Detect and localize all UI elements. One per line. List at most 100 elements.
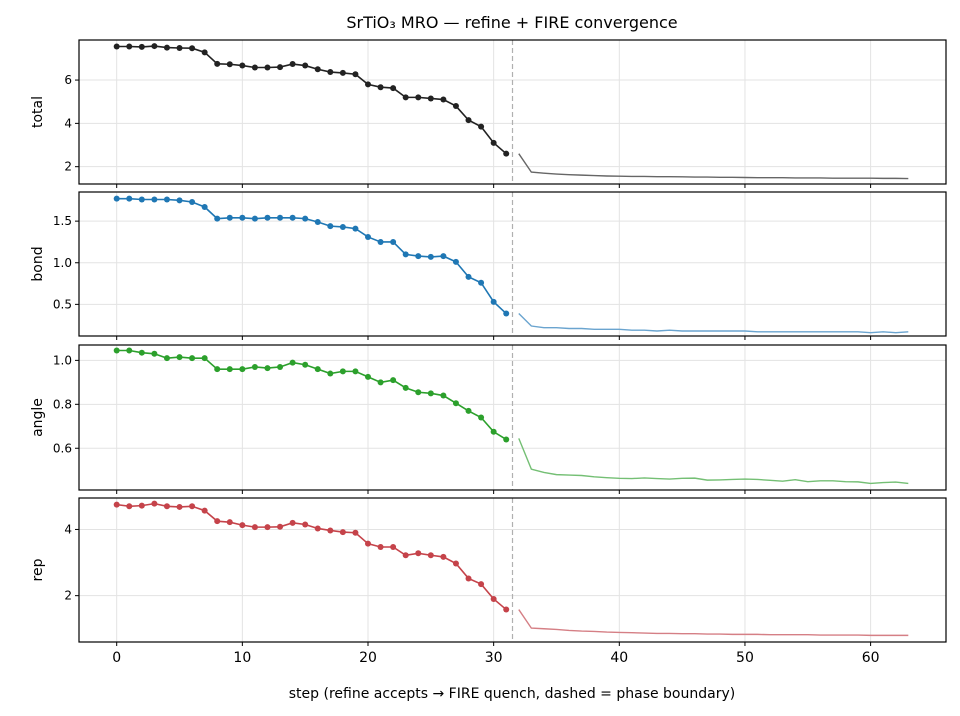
refine-point bbox=[327, 69, 334, 76]
refine-point bbox=[277, 363, 284, 370]
refine-point bbox=[239, 62, 246, 69]
refine-point bbox=[189, 198, 196, 205]
refine-point bbox=[365, 81, 371, 88]
y-tick-label: 0.6 bbox=[53, 441, 72, 455]
refine-point bbox=[415, 94, 422, 101]
refine-point bbox=[402, 251, 409, 258]
refine-point bbox=[113, 347, 120, 354]
refine-point bbox=[490, 298, 497, 305]
refine-point bbox=[289, 519, 296, 526]
refine-point bbox=[214, 215, 221, 222]
refine-point bbox=[239, 214, 246, 221]
refine-point bbox=[503, 606, 510, 613]
refine-point bbox=[402, 552, 409, 559]
refine-point bbox=[314, 218, 321, 225]
refine-point bbox=[113, 43, 120, 50]
refine-point bbox=[163, 355, 170, 362]
refine-point bbox=[264, 524, 271, 531]
refine-point bbox=[427, 390, 434, 397]
refine-point bbox=[126, 195, 133, 202]
refine-point bbox=[151, 43, 158, 50]
refine-point bbox=[289, 359, 296, 366]
y-tick-label: 2 bbox=[64, 589, 72, 603]
refine-point bbox=[377, 238, 384, 245]
refine-point bbox=[339, 223, 346, 230]
refine-point bbox=[377, 543, 384, 550]
refine-point bbox=[390, 238, 397, 245]
refine-point bbox=[415, 550, 422, 557]
refine-point bbox=[503, 310, 510, 317]
panel-total: 2 4 6 total bbox=[30, 39, 947, 188]
refine-point bbox=[214, 60, 221, 67]
fire-series-line bbox=[518, 609, 909, 637]
refine-point bbox=[377, 379, 384, 386]
refine-point bbox=[239, 366, 246, 373]
refine-point bbox=[163, 503, 170, 510]
fire-series-line bbox=[518, 313, 909, 334]
refine-point bbox=[151, 500, 158, 507]
refine-point bbox=[465, 575, 472, 582]
refine-point bbox=[251, 524, 258, 531]
refine-point bbox=[465, 407, 472, 414]
y-tick-label: 2 bbox=[64, 160, 72, 174]
refine-point bbox=[478, 279, 485, 286]
refine-point bbox=[377, 84, 384, 91]
refine-point bbox=[365, 540, 371, 547]
refine-point bbox=[226, 366, 233, 373]
refine-point bbox=[327, 223, 334, 230]
refine-point bbox=[402, 94, 409, 101]
refine-series-line bbox=[116, 197, 507, 315]
refine-point bbox=[352, 71, 359, 78]
y-tick-label: 0.8 bbox=[53, 397, 72, 411]
refine-point bbox=[503, 150, 510, 157]
refine-point bbox=[251, 363, 258, 370]
y-tick-label: 4 bbox=[64, 522, 72, 536]
refine-point bbox=[452, 560, 459, 567]
refine-point bbox=[251, 215, 258, 222]
refine-point bbox=[339, 69, 346, 76]
refine-point bbox=[264, 214, 271, 221]
refine-point bbox=[126, 347, 133, 354]
refine-point bbox=[415, 389, 422, 396]
x-tick-label: 30 bbox=[485, 650, 503, 666]
y-tick-label: 6 bbox=[64, 73, 72, 87]
refine-series-line bbox=[116, 349, 507, 441]
y-axis-label: rep bbox=[30, 558, 46, 581]
refine-point bbox=[214, 518, 221, 525]
y-tick-label: 1.5 bbox=[53, 214, 72, 228]
refine-point bbox=[327, 370, 334, 377]
refine-point bbox=[201, 49, 208, 56]
refine-point bbox=[251, 64, 258, 71]
x-axis-label: step (refine accepts → FIRE quench, dash… bbox=[289, 686, 735, 702]
refine-point bbox=[352, 529, 359, 536]
refine-point bbox=[126, 503, 133, 510]
refine-point bbox=[440, 553, 447, 560]
panel-frame bbox=[78, 39, 947, 185]
panel-frame bbox=[78, 191, 947, 337]
refine-point bbox=[427, 253, 434, 260]
panel-rep: 2 4 rep 0 10 20 30 40 50 60 bbox=[30, 497, 947, 666]
refine-point bbox=[503, 436, 510, 443]
refine-series-line bbox=[116, 45, 507, 155]
refine-point bbox=[163, 44, 170, 51]
refine-point bbox=[176, 354, 183, 361]
refine-point bbox=[189, 45, 196, 52]
refine-point bbox=[264, 64, 271, 71]
x-tick-label: 0 bbox=[112, 650, 121, 666]
refine-point bbox=[339, 529, 346, 536]
refine-point bbox=[176, 503, 183, 510]
refine-point bbox=[365, 373, 371, 380]
refine-point bbox=[415, 253, 422, 260]
refine-point bbox=[226, 61, 233, 68]
refine-point bbox=[490, 428, 497, 435]
refine-point bbox=[201, 355, 208, 362]
refine-point bbox=[277, 523, 284, 530]
refine-point bbox=[478, 123, 485, 130]
chart-title: SrTiO₃ MRO — refine + FIRE convergence bbox=[346, 13, 677, 32]
refine-point bbox=[440, 253, 447, 260]
refine-point bbox=[302, 521, 309, 528]
refine-point bbox=[176, 197, 183, 204]
refine-point bbox=[302, 62, 309, 69]
y-tick-label: 1.0 bbox=[53, 353, 72, 367]
refine-point bbox=[452, 258, 459, 265]
